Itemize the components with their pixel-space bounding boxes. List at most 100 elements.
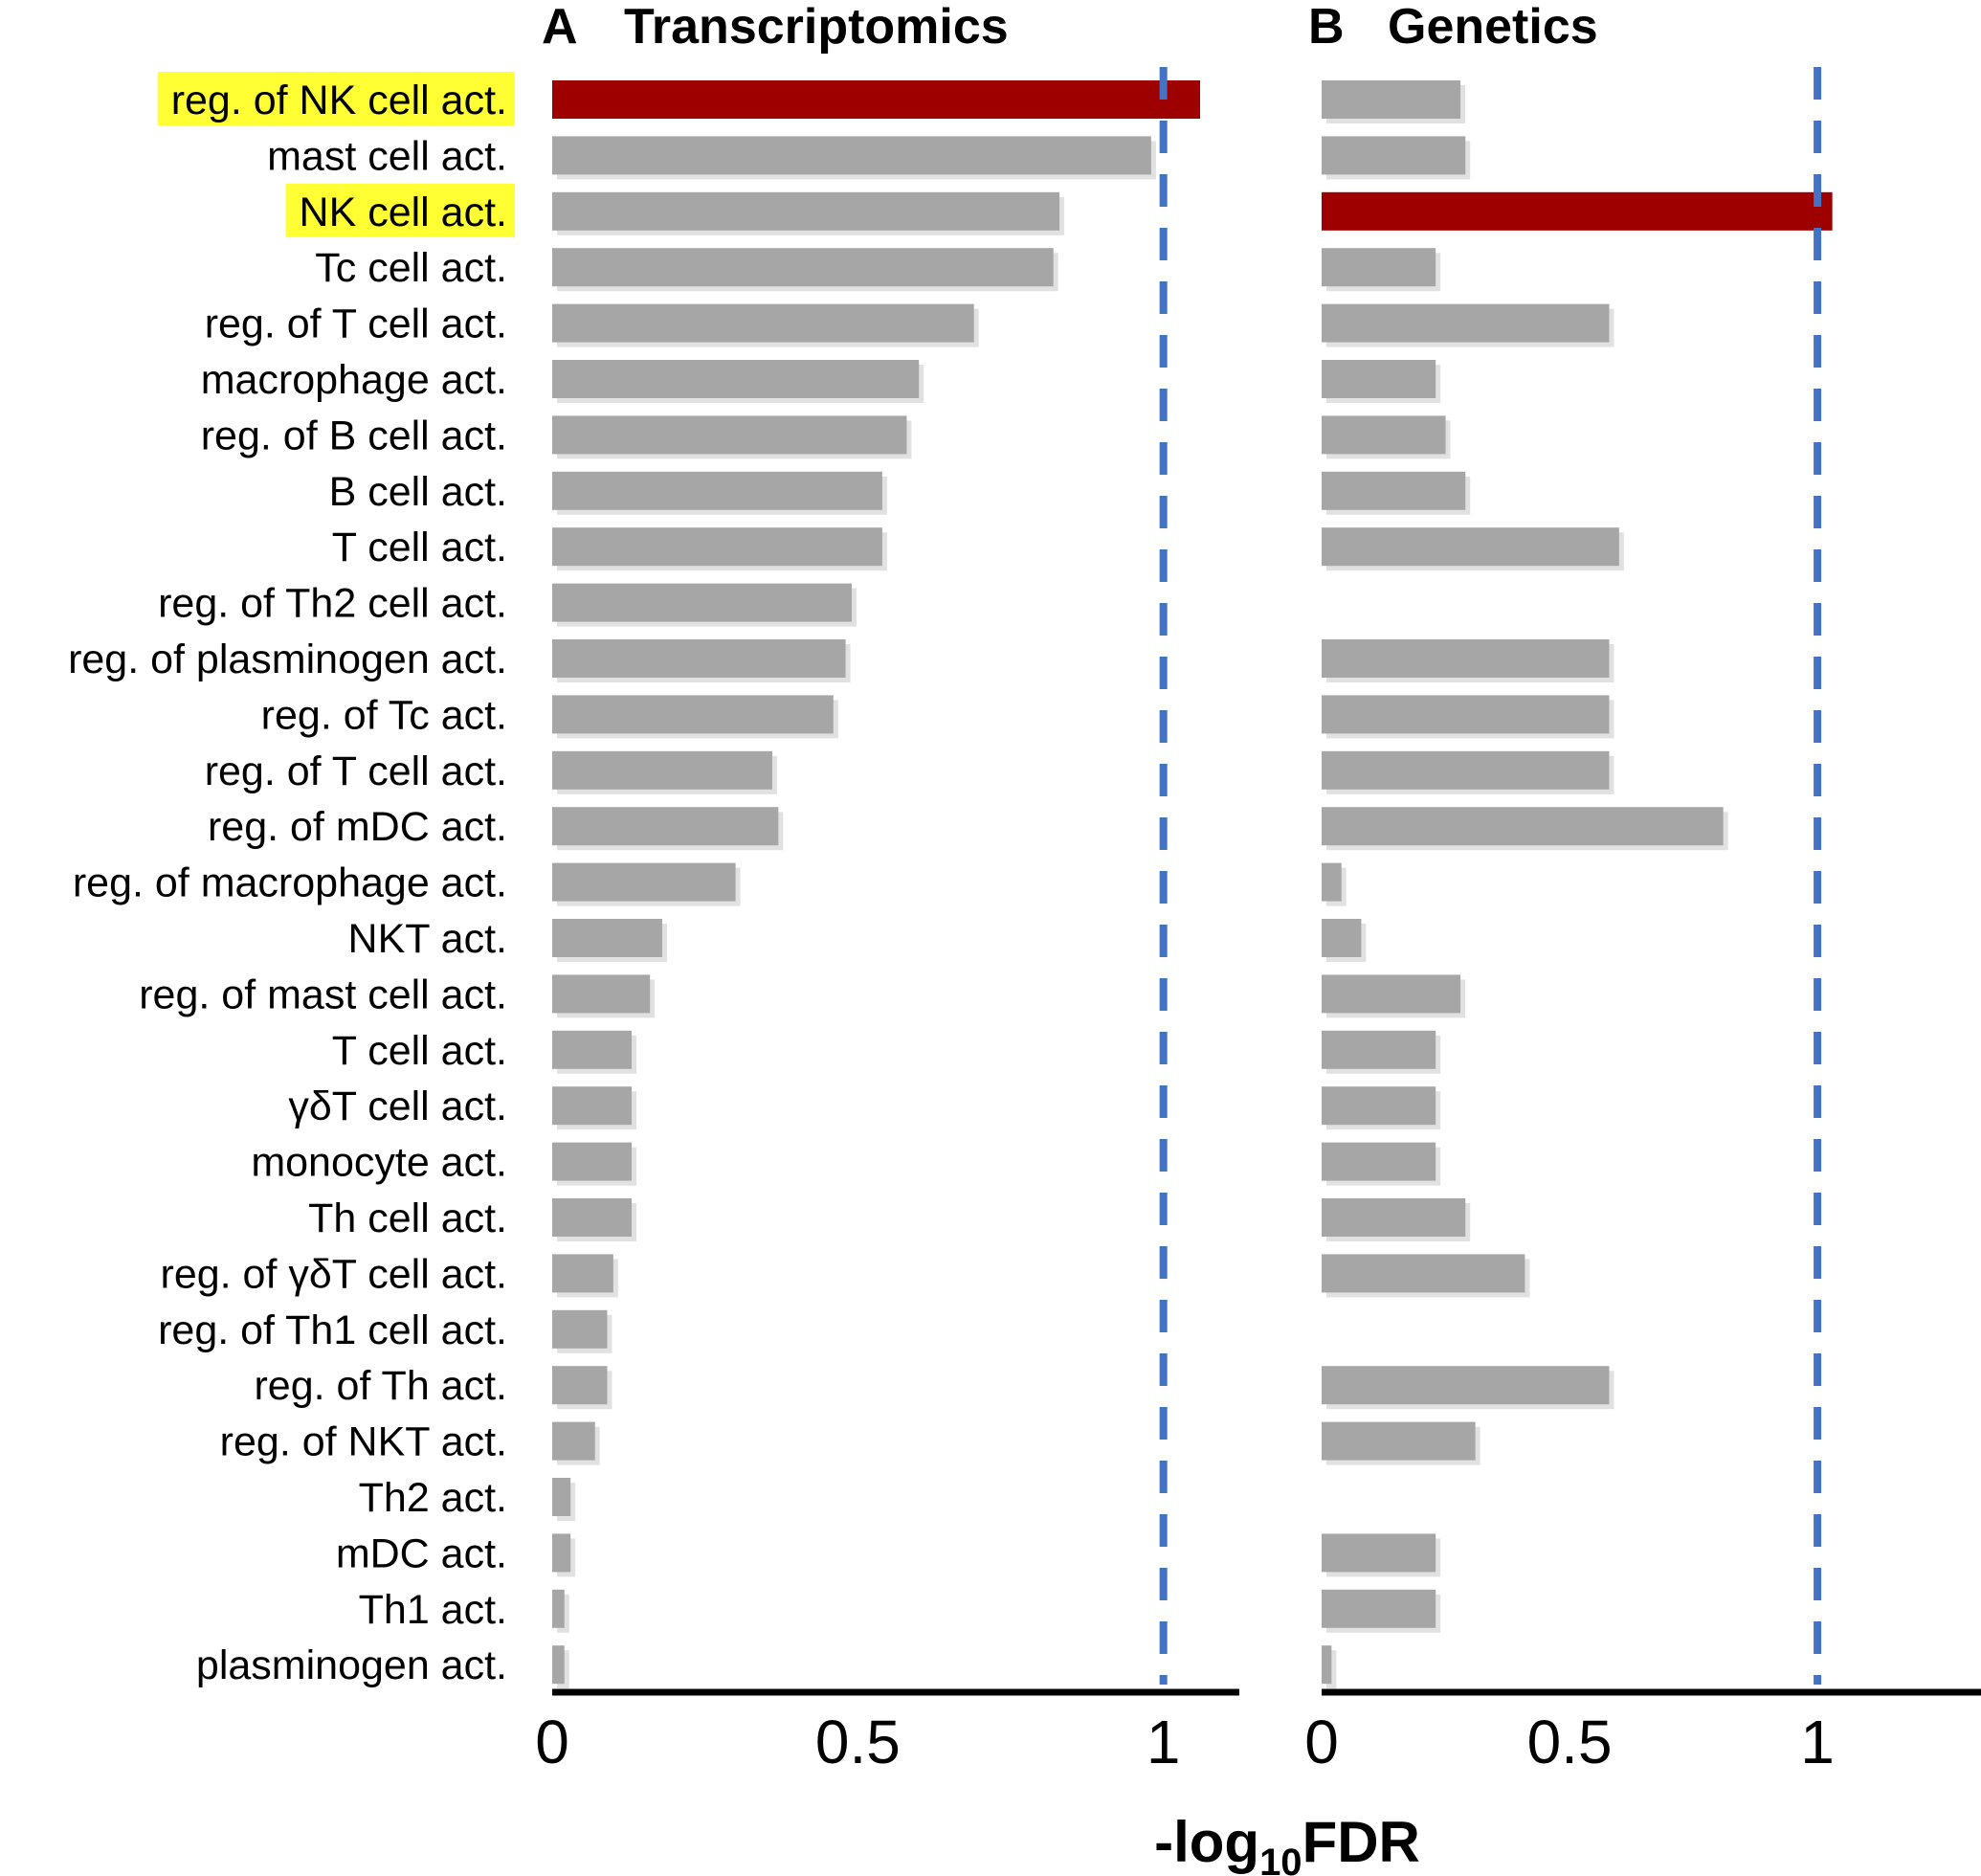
panel-a-letter: A — [542, 0, 578, 55]
bar — [552, 136, 1151, 175]
x-tick-label: 0.5 — [815, 1708, 901, 1776]
category-label: reg. of mDC act. — [208, 804, 507, 850]
category-label: Th cell act. — [308, 1195, 507, 1241]
x-tick-label: 0.5 — [1527, 1708, 1613, 1776]
bar — [1322, 1198, 1466, 1237]
x-tick-label: 1 — [1146, 1708, 1181, 1776]
category-label: reg. of plasminogen act. — [68, 636, 507, 682]
bar — [552, 415, 907, 455]
bar — [1322, 1142, 1436, 1181]
category-label: Tc cell act. — [315, 245, 507, 291]
category-label: reg. of T cell act. — [205, 748, 507, 794]
bar — [552, 1309, 608, 1349]
panel-b-letter: B — [1308, 0, 1345, 55]
x-axis-title-suffix: FDR — [1302, 1810, 1420, 1874]
bar — [1322, 527, 1619, 567]
x-axis-title: -log10FDR — [1154, 1810, 1420, 1876]
bar — [1322, 1086, 1436, 1126]
bar — [552, 1589, 565, 1628]
x-axis-title-subscript: 10 — [1259, 1842, 1302, 1876]
bar — [552, 1030, 633, 1069]
bar — [1322, 1366, 1610, 1405]
bar — [552, 303, 974, 343]
bar — [552, 807, 779, 846]
bar — [1322, 807, 1724, 846]
bar — [552, 1421, 595, 1461]
bar — [1322, 248, 1436, 287]
bar — [552, 471, 882, 510]
bar — [1322, 1254, 1525, 1293]
category-label: plasminogen act. — [196, 1642, 507, 1688]
bar — [1322, 695, 1610, 734]
bar — [1322, 974, 1461, 1014]
category-label: reg. of NK cell act. — [171, 78, 507, 123]
category-label: reg. of mast cell act. — [139, 972, 507, 1017]
category-highlights — [157, 72, 515, 237]
bar — [552, 1645, 565, 1685]
category-highlight — [157, 72, 515, 125]
category-label: mDC act. — [336, 1530, 507, 1576]
category-labels: reg. of NK cell act. mast cell act. NK cel… — [68, 78, 507, 1688]
panel-b-title: B Genetics — [1308, 0, 1598, 55]
category-label: γδT cell act. — [288, 1083, 507, 1129]
bar — [552, 974, 651, 1014]
bar — [552, 1478, 571, 1516]
category-label: reg. of NKT act. — [220, 1419, 507, 1465]
category-highlight — [285, 183, 515, 237]
category-label: B cell act. — [329, 469, 507, 515]
bar — [552, 1366, 608, 1405]
category-label: NKT act. — [348, 916, 507, 962]
bar — [552, 1142, 633, 1181]
bar — [1322, 1533, 1436, 1573]
bar — [1322, 1030, 1436, 1069]
category-label: reg. of Th1 cell act. — [158, 1307, 507, 1353]
bar — [1322, 862, 1342, 902]
category-label: mast cell act. — [267, 133, 507, 179]
category-label: Th1 act. — [359, 1587, 507, 1633]
category-label: reg. of Th act. — [254, 1363, 507, 1409]
x-tick-label: 1 — [1800, 1708, 1835, 1776]
bar — [552, 1198, 633, 1237]
x-tick-label: 0 — [1304, 1708, 1339, 1776]
bar — [1322, 471, 1466, 510]
bar — [1322, 415, 1446, 455]
category-label: NK cell act. — [300, 190, 507, 235]
bar — [1322, 136, 1466, 175]
bar — [552, 583, 852, 622]
bar — [552, 750, 772, 790]
bar — [1322, 1645, 1332, 1685]
panel-a-title-text: Transcriptomics — [624, 0, 1009, 55]
bar — [1322, 1421, 1476, 1461]
category-label: T cell act. — [332, 1028, 507, 1074]
category-label: reg. of Th2 cell act. — [158, 581, 507, 627]
panel-a-title: A Transcriptomics — [542, 0, 1009, 55]
bar — [1322, 360, 1436, 398]
bar — [552, 248, 1054, 287]
bar — [552, 639, 846, 678]
category-label: macrophage act. — [201, 357, 507, 403]
category-label: reg. of Tc act. — [261, 692, 507, 738]
bar — [1322, 750, 1610, 790]
bar — [1322, 80, 1461, 119]
bar — [552, 527, 882, 567]
panel-b-title-text: Genetics — [1388, 0, 1598, 55]
bar — [552, 1254, 613, 1293]
category-label: reg. of macrophage act. — [73, 860, 507, 906]
bar — [1322, 303, 1610, 343]
panel-a-plot: 0 0.5 1 — [535, 67, 1239, 1776]
bar — [552, 919, 662, 957]
category-label: reg. of γδT cell act. — [161, 1251, 508, 1297]
bar — [552, 695, 834, 734]
bar — [552, 1533, 571, 1573]
panel-b-plot: 0 0.5 1 — [1304, 67, 1981, 1776]
category-label: T cell act. — [332, 525, 507, 570]
category-label: reg. of T cell act. — [205, 302, 507, 347]
x-axis-title-main: -log — [1154, 1810, 1259, 1874]
bar — [552, 191, 1060, 231]
bar — [552, 360, 920, 398]
bar — [552, 1086, 633, 1126]
bar — [1322, 1589, 1436, 1628]
category-label: reg. of B cell act. — [201, 413, 507, 458]
category-label: monocyte act. — [251, 1140, 507, 1186]
